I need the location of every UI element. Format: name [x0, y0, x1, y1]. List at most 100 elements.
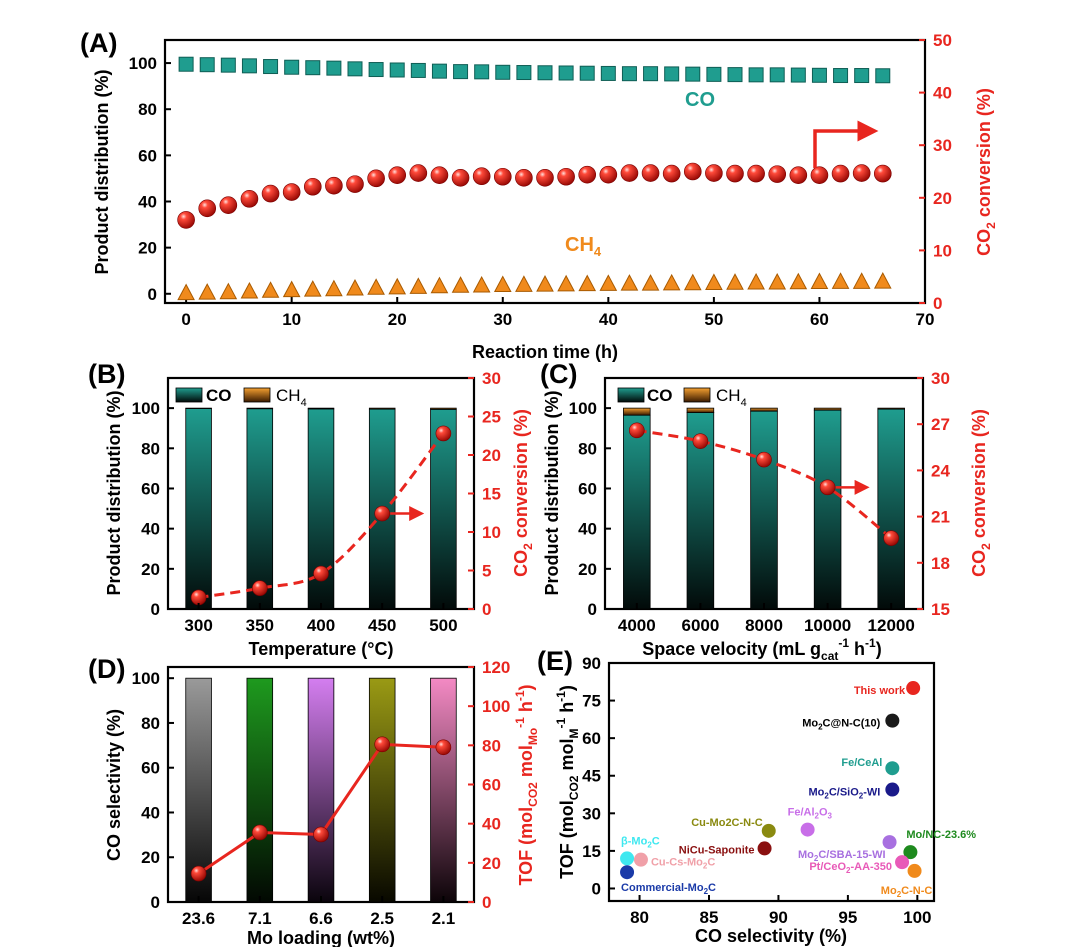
panel-c-conversion-point: [883, 530, 900, 546]
panel-d-y-tick-label: 40: [141, 803, 160, 822]
co2-conversion-point: [662, 164, 681, 183]
panel-d-selectivity-bar: [246, 677, 274, 903]
co-square-point: [516, 65, 532, 81]
ch4-triangle-point: [705, 273, 723, 290]
panel-d-y2-tick-label: 60: [482, 776, 501, 795]
co-square-point: [474, 64, 490, 80]
ch4-triangle-point: [641, 274, 660, 291]
panel-b: (B) 300 350 400 450 500 0 20 40 60 80 100 0 5 10 15 20 2…: [88, 359, 535, 659]
co-square-point: [833, 68, 849, 84]
ch4-triangle-point: [346, 278, 364, 296]
co2-conversion-point: [705, 164, 723, 182]
co2-conversion-point: [388, 166, 407, 184]
co2-conversion-point: [240, 190, 259, 208]
panel-b-conversion-point: [251, 580, 268, 597]
panel-a-x-tick-label: 70: [916, 310, 935, 329]
co-square-point: [495, 64, 511, 80]
panel-c-y2-tick-label: 18: [931, 554, 950, 573]
co2-conversion-point: [409, 164, 428, 182]
ch4-triangle-point: [219, 282, 238, 300]
panel-e-point-label: This work: [854, 685, 906, 697]
panel-c-co-bar: [623, 414, 651, 610]
panel-e-literature-point: [620, 851, 635, 866]
panel-d-y-axis-label: CO selectivity (%): [104, 709, 124, 861]
panel-b-ch4-bar: [430, 407, 457, 410]
co-square-point: [537, 65, 553, 81]
panel-d: (D) 23.6 7.1 6.6 2.5 2.1 0 20 40 60 80 100 0 20 40 60 8…: [88, 654, 540, 947]
panel-b-co-bar: [185, 408, 212, 610]
panel-e-x-axis-label: CO selectivity (%): [695, 926, 847, 946]
panel-c-co-bar: [813, 409, 842, 610]
panel-c-legend-co-swatch: [617, 387, 645, 403]
co2-conversion-point: [219, 196, 238, 214]
panel-c-x-tick-label: 4000: [618, 616, 656, 635]
ch4-triangle-point: [810, 272, 829, 290]
panel-a-y-axis-label: Product distribution (%): [92, 70, 112, 275]
co-square-point: [305, 60, 321, 76]
panel-b-y-axis-label: Product distribution (%): [104, 391, 124, 596]
panel-d-tof-point: [251, 824, 268, 841]
ch4-triangle-point: [177, 283, 195, 301]
panel-b-label: (B): [88, 359, 125, 389]
co-square-point: [178, 56, 194, 72]
panel-c-conversion-point: [756, 451, 772, 468]
ch4-triangle-point: [683, 273, 702, 291]
panel-e-literature-point: [800, 822, 815, 837]
ch4-triangle-point: [726, 273, 744, 290]
panel-a-x-tick-label: 60: [810, 310, 829, 329]
panel-b-conversion-point: [190, 589, 207, 606]
panel-c-y2-tick-label: 15: [931, 600, 950, 619]
co-square-point: [410, 62, 426, 78]
panel-a-y-tick-label: 40: [138, 192, 157, 211]
co2-conversion-point: [747, 164, 765, 183]
panel-a-ch4-annotation: CH4: [565, 234, 602, 259]
panel-e-literature-point: [885, 713, 900, 728]
panel-c-y2-tick-label: 24: [931, 461, 950, 480]
panel-e-point-label: NiCu-Saponite: [679, 844, 755, 856]
panel-c-y-tick-label: 80: [578, 439, 597, 458]
co-square-point: [326, 60, 342, 76]
panel-d-tof-point: [313, 826, 329, 843]
panel-c-ch4-bar: [750, 407, 778, 412]
panel-a-plot-frame: [163, 38, 927, 305]
panel-c-conversion-point: [819, 479, 836, 496]
co-square-point: [600, 65, 616, 81]
panel-d-y2-tick-label: 80: [482, 736, 501, 755]
panel-a-y-tick-label: 80: [138, 100, 157, 119]
panel-b-legend-ch4-swatch: [243, 387, 271, 403]
panel-c-co-bar: [877, 408, 905, 610]
panel-e-y-tick-label: 45: [582, 767, 601, 786]
panel-e-point-label: Fe/CeAl: [841, 757, 882, 769]
panel-b-y-tick-label: 80: [141, 439, 160, 458]
ch4-triangle-point: [282, 280, 301, 298]
co2-conversion-point: [177, 211, 195, 229]
ch4-triangle-point: [747, 272, 765, 290]
panel-e-y-tick-label: 90: [582, 654, 601, 673]
panel-b-legend-co-swatch: [175, 387, 203, 403]
ch4-triangle-point: [388, 277, 407, 295]
panel-d-x-tick-label: 2.5: [370, 909, 394, 928]
co-square-point: [368, 62, 384, 78]
ch4-triangle-point: [831, 272, 850, 289]
panel-c-y2-tick-label: 21: [931, 508, 950, 527]
panel-e-literature-point: [757, 841, 772, 856]
panel-e: (E) 80 85 90 95 100 0 15 30 45 60 75 90 This work Mo…: [537, 646, 976, 946]
panel-e-point-label: Commercial-Mo2C: [621, 882, 716, 896]
panel-d-y-tick-label: 60: [141, 759, 160, 778]
panel-b-y2-tick-label: 30: [482, 369, 501, 388]
ch4-triangle-point: [198, 283, 217, 300]
panel-e-literature-point: [885, 761, 900, 776]
co2-conversion-point: [451, 169, 470, 187]
panel-a-y2-tick-label: 50: [933, 31, 952, 50]
co-square-point: [685, 66, 701, 82]
panel-c-y-tick-label: 60: [578, 479, 597, 498]
co2-conversion-point: [873, 164, 892, 183]
ch4-triangle-point: [873, 272, 892, 289]
panel-b-conversion-point: [313, 565, 329, 582]
ch4-triangle-point: [325, 279, 343, 297]
panel-a-y2-tick-label: 20: [933, 189, 952, 208]
panel-e-point-label: Fe/Al2O3: [788, 807, 833, 821]
panel-a-x-tick-label: 20: [388, 310, 407, 329]
co-square-point: [199, 57, 215, 73]
ch4-triangle-point: [536, 275, 554, 292]
